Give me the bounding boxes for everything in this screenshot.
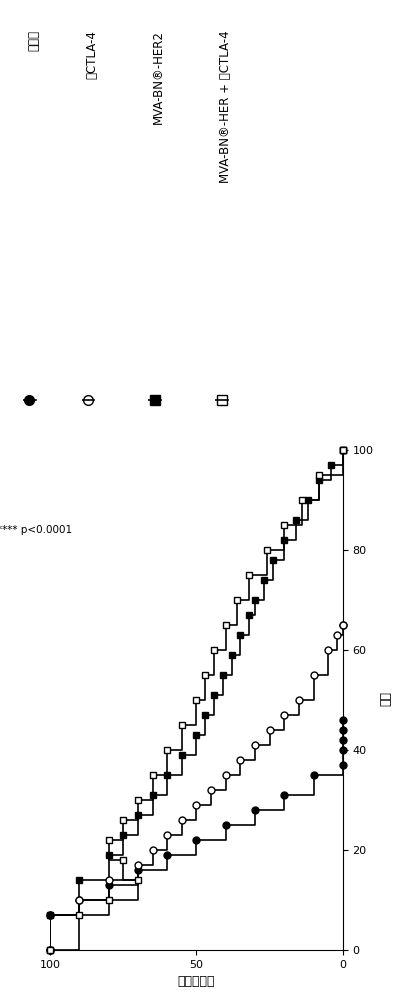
Text: MVA-BN®-HER2: MVA-BN®-HER2 (152, 30, 166, 124)
X-axis label: 存活百分数: 存活百分数 (178, 975, 215, 988)
Text: **** p<0.0001: **** p<0.0001 (0, 525, 73, 535)
Y-axis label: 天数: 天数 (377, 692, 390, 708)
Text: MVA-BN®-HER + 抗CTLA-4: MVA-BN®-HER + 抗CTLA-4 (219, 30, 232, 183)
Text: 未处理: 未处理 (27, 30, 40, 51)
Text: 抗CTLA-4: 抗CTLA-4 (85, 30, 99, 79)
